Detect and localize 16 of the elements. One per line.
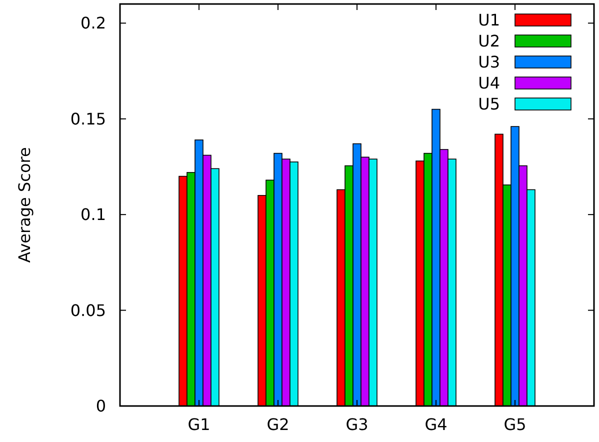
y-tick-label: 0 bbox=[96, 396, 106, 416]
y-tick-label: 0.15 bbox=[70, 109, 106, 128]
legend-label: U5 bbox=[478, 94, 500, 114]
y-tick-label: 0.1 bbox=[80, 205, 106, 224]
x-tick-label: G5 bbox=[504, 415, 526, 434]
legend-label: U2 bbox=[478, 32, 500, 50]
y-tick-label: 0.2 bbox=[80, 14, 106, 33]
x-tick-label: G4 bbox=[424, 415, 448, 434]
x-tick-label: G1 bbox=[188, 415, 210, 434]
legend-label: U3 bbox=[478, 52, 500, 72]
y-axis-title: Average Score bbox=[15, 147, 34, 263]
y-tick-label: 0.05 bbox=[70, 300, 106, 320]
legend-label: U1 bbox=[478, 10, 500, 30]
x-tick-label: G3 bbox=[346, 415, 368, 434]
x-tick-label: G2 bbox=[266, 415, 290, 434]
legend-label: U4 bbox=[478, 74, 500, 92]
